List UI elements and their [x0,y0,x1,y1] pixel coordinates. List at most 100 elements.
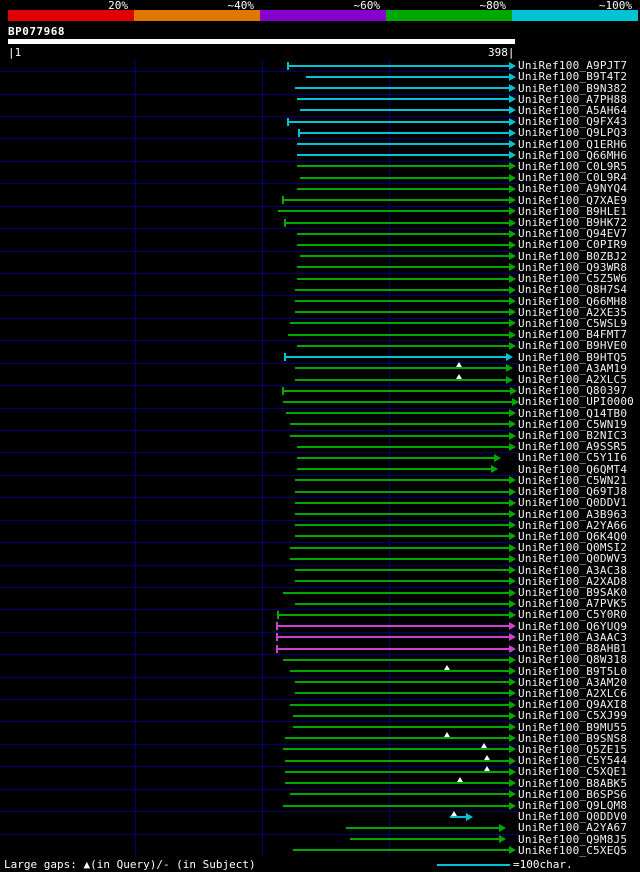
hit-bar[interactable] [295,490,510,493]
hit-label[interactable]: UniRef100_B2NIC3 [518,429,628,443]
hit-label[interactable]: UniRef100_Q8H7S4 [518,283,628,297]
hit-bar[interactable] [277,625,510,628]
hit-label[interactable]: UniRef100_A3B963 [518,507,628,521]
hit-label[interactable]: UniRef100_Q6K4Q0 [518,529,628,543]
hit-bar[interactable] [295,535,510,538]
hit-bar[interactable] [295,311,510,314]
hit-bar[interactable] [295,367,507,370]
hit-label[interactable]: UniRef100_A2YA66 [518,518,628,532]
hit-bar[interactable] [277,636,510,639]
hit-label[interactable]: UniRef100_Q66MH6 [518,148,628,162]
hit-bar[interactable] [300,255,510,258]
hit-bar[interactable] [295,501,510,504]
hit-label[interactable]: UniRef100_B9HVE0 [518,339,628,353]
hit-label[interactable]: UniRef100_C5XQE1 [518,765,628,779]
hit-label[interactable]: UniRef100_A7PH88 [518,92,628,106]
hit-bar[interactable] [297,277,510,280]
hit-bar[interactable] [286,412,510,415]
hit-label[interactable]: UniRef100_Q9LQM8 [518,799,628,813]
hit-bar[interactable] [283,400,513,403]
hit-bar[interactable] [283,804,510,807]
hit-label[interactable]: UniRef100_B8AHB1 [518,642,628,656]
hit-label[interactable]: UniRef100_A3AM20 [518,675,628,689]
hit-label[interactable]: UniRef100_Q0DWV3 [518,552,628,566]
hit-label[interactable]: UniRef100_B8ABK5 [518,776,628,790]
hit-label[interactable]: UniRef100_B6SPS6 [518,787,628,801]
hit-label[interactable]: UniRef100_B9HTQ5 [518,350,628,364]
hit-label[interactable]: UniRef100_C5XEQ5 [518,843,628,857]
hit-bar[interactable] [346,826,500,829]
hit-bar[interactable] [283,748,510,751]
hit-bar[interactable] [299,131,510,134]
hit-bar[interactable] [295,692,510,695]
hit-label[interactable]: UniRef100_A3AAC3 [518,630,628,644]
hit-label[interactable]: UniRef100_A3AM19 [518,361,628,375]
hit-label[interactable]: UniRef100_C5WN19 [518,417,628,431]
hit-label[interactable]: UniRef100_B9HK72 [518,216,628,230]
hit-label[interactable]: UniRef100_UPI0000 [518,395,634,409]
hit-label[interactable]: UniRef100_Q6QMT4 [518,462,628,476]
hit-bar[interactable] [293,726,510,729]
hit-label[interactable]: UniRef100_Q9AXI8 [518,698,628,712]
hit-bar[interactable] [297,456,495,459]
hit-bar[interactable] [297,232,510,235]
hit-label[interactable]: UniRef100_Q7XAE9 [518,193,628,207]
hit-label[interactable]: UniRef100_C5Y544 [518,754,628,768]
hit-bar[interactable] [295,681,510,684]
hit-bar[interactable] [295,300,510,303]
hit-bar[interactable] [283,199,510,202]
hit-bar[interactable] [290,322,510,325]
hit-bar[interactable] [278,210,510,213]
hit-bar[interactable] [297,468,492,471]
hit-label[interactable]: UniRef100_B9T5L0 [518,664,628,678]
hit-label[interactable]: UniRef100_Q93WR8 [518,260,628,274]
hit-bar[interactable] [290,434,510,437]
hit-label[interactable]: UniRef100_C5XJ99 [518,709,628,723]
hit-label[interactable]: UniRef100_C0L9R4 [518,171,628,185]
hit-label[interactable]: UniRef100_Q0DDV0 [518,810,628,824]
hit-label[interactable]: UniRef100_B9HLE1 [518,204,628,218]
hit-bar[interactable] [283,658,510,661]
hit-label[interactable]: UniRef100_C0PIR9 [518,238,628,252]
hit-label[interactable]: UniRef100_C0L9R5 [518,159,628,173]
hit-label[interactable]: UniRef100_A5AH64 [518,103,628,117]
hit-label[interactable]: UniRef100_A2YA67 [518,821,628,835]
hit-bar[interactable] [295,569,510,572]
hit-bar[interactable] [288,333,510,336]
hit-label[interactable]: UniRef100_A9SSR5 [518,440,628,454]
hit-bar[interactable] [295,524,510,527]
hit-bar[interactable] [293,849,510,852]
hit-label[interactable]: UniRef100_A2XAD8 [518,574,628,588]
hit-label[interactable]: UniRef100_A9NYQ4 [518,182,628,196]
hit-bar[interactable] [295,513,510,516]
hit-bar[interactable] [285,782,510,785]
hit-bar[interactable] [290,546,510,549]
hit-label[interactable]: UniRef100_Q9FX43 [518,115,628,129]
hit-bar[interactable] [297,154,510,157]
hit-bar[interactable] [295,288,510,291]
hit-bar[interactable] [297,165,510,168]
hit-bar[interactable] [290,793,510,796]
hit-bar[interactable] [297,243,510,246]
hit-label[interactable]: UniRef100_Q69TJ8 [518,485,628,499]
hit-bar[interactable] [290,423,510,426]
hit-bar[interactable] [283,389,511,392]
hit-bar[interactable] [306,75,510,78]
hit-bar[interactable] [297,98,510,101]
hit-bar[interactable] [295,580,510,583]
hit-label[interactable]: UniRef100_Q5ZE15 [518,742,628,756]
hit-label[interactable]: UniRef100_Q0MSI2 [518,541,628,555]
hit-label[interactable]: UniRef100_Q1ERH6 [518,137,628,151]
hit-bar[interactable] [350,838,500,841]
hit-label[interactable]: UniRef100_B4FMT7 [518,328,628,342]
hit-bar[interactable] [283,591,510,594]
hit-label[interactable]: UniRef100_Q94EV7 [518,227,628,241]
hit-bar[interactable] [297,445,510,448]
hit-label[interactable]: UniRef100_A9PJT7 [518,59,628,73]
hit-bar[interactable] [290,703,510,706]
hit-label[interactable]: UniRef100_B0ZBJ2 [518,249,628,263]
hit-label[interactable]: UniRef100_Q8W318 [518,653,628,667]
hit-label[interactable]: UniRef100_C5Z5W6 [518,272,628,286]
hit-label[interactable]: UniRef100_A7PVK5 [518,597,628,611]
hit-bar[interactable] [293,714,510,717]
